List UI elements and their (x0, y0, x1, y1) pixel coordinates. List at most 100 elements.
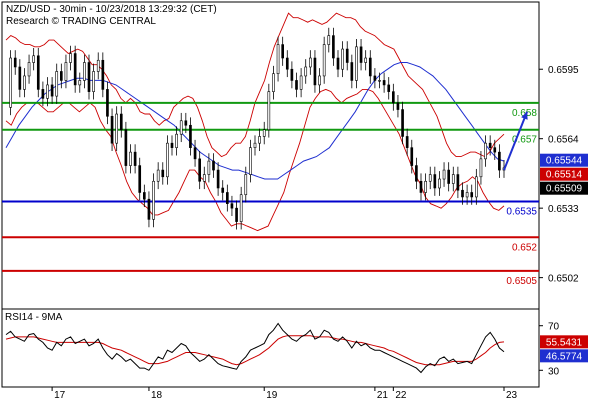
price-axis-label: 0.6595 (548, 65, 579, 76)
candle-body (115, 113, 118, 144)
candle-body (143, 192, 146, 200)
chart-title: NZD/USD - 30min - 10/23/2018 13:29:32 (C… (6, 4, 217, 15)
price-panel: 0.658 0.657 0.6535 0.652 0.6505 NZD/USD - 30… (1, 1, 540, 310)
price-tag-box (540, 167, 588, 181)
candle-body (50, 84, 54, 97)
candle-body (479, 158, 483, 178)
candle-body (410, 147, 414, 166)
price-tag: 0.65544 (540, 153, 588, 167)
candle-body (378, 80, 381, 82)
level-label: 0.6505 (506, 276, 537, 287)
price-tag-label: 0.65514 (546, 170, 583, 181)
candle-body (359, 46, 363, 63)
candle-body (83, 62, 86, 81)
candle-body (152, 180, 155, 220)
candle-body (488, 142, 492, 148)
candle-body (484, 142, 487, 160)
price-tag-label: 0.65544 (546, 156, 583, 167)
rsi-line (5, 322, 505, 374)
rsi-ma-line (5, 335, 505, 366)
rsi-axis-label: 70 (548, 322, 560, 333)
candle-body (424, 180, 427, 193)
candle-body (272, 73, 275, 92)
time-axis-label: 19 (266, 390, 278, 400)
projection-arrow-shaft (503, 111, 528, 171)
candle-body (87, 62, 91, 92)
candle-body (216, 169, 220, 189)
candle-body (193, 147, 197, 160)
candle-body (166, 142, 169, 178)
candle-body (451, 174, 455, 184)
candle-body (281, 44, 284, 59)
rsi-panel: RSI14 - 9MA (1, 308, 540, 388)
candle-body (313, 57, 317, 86)
rsi-axis-label: 30 (548, 366, 560, 377)
candle-body (198, 158, 201, 182)
rsi-value-tag-label: 55.5431 (546, 337, 583, 348)
candle-body (175, 133, 178, 148)
candle-body (465, 192, 469, 198)
rsi-value-tag-box (540, 335, 588, 349)
time-axis-label: 23 (506, 390, 518, 400)
candle-body (355, 46, 358, 81)
candle-body (322, 44, 326, 77)
candle-body (156, 169, 160, 182)
candle-body (290, 68, 294, 81)
level-label: 0.6535 (506, 206, 537, 217)
projection-arrow-head (521, 111, 528, 120)
candle-body (258, 136, 261, 144)
candle-body (327, 35, 331, 45)
candle-body (124, 129, 128, 166)
candle-body (332, 35, 335, 59)
candle-body (78, 80, 82, 86)
chart-subtitle: Research © TRADING CENTRAL (6, 16, 156, 27)
price-panel-frame (1, 1, 540, 310)
candle-body (9, 57, 12, 108)
candle-body (396, 102, 400, 110)
time-axis-label: 22 (395, 390, 407, 400)
candle-body (41, 89, 45, 99)
candle-body (235, 207, 238, 222)
candle-body (295, 80, 298, 90)
time-axis-label: 17 (54, 390, 66, 400)
candle-body (101, 59, 105, 90)
rsi-value-tag-label: 46.5774 (546, 351, 583, 362)
candle-body (244, 174, 248, 196)
candle-body (64, 62, 68, 81)
time-axis-label: 18 (151, 390, 163, 400)
candle-body (133, 151, 137, 166)
candle-body (23, 75, 26, 90)
candle-body (138, 165, 142, 193)
rsi-value-tag: 46.5774 (540, 349, 588, 363)
candle-body (96, 59, 100, 72)
candle-body (447, 169, 450, 184)
candle-body (493, 147, 497, 153)
candle-body (368, 57, 372, 77)
candle-body (184, 120, 188, 126)
candle-body (304, 66, 308, 77)
candle-body (55, 71, 59, 97)
candle-body (212, 160, 215, 171)
candle-body (419, 180, 423, 193)
candle-body (341, 48, 344, 70)
candle-body (405, 136, 409, 148)
price-tag: 0.65514 (540, 167, 588, 181)
candle-body (262, 129, 266, 137)
candle-body (202, 174, 206, 182)
candle-body (27, 62, 31, 77)
candle-body (373, 75, 377, 81)
candle-body (32, 55, 35, 63)
candle-body (92, 71, 95, 92)
candle-body (345, 48, 349, 63)
candle-body (415, 165, 418, 182)
candle-body (498, 151, 501, 171)
candle-body (401, 109, 404, 137)
candle-body (110, 115, 114, 144)
candle-body (73, 53, 77, 86)
rsi-value-tag-box (540, 349, 588, 363)
level-label: 0.657 (512, 135, 537, 146)
price-tag-box (540, 153, 588, 167)
candle-body (189, 124, 192, 148)
candle-body (249, 147, 252, 175)
